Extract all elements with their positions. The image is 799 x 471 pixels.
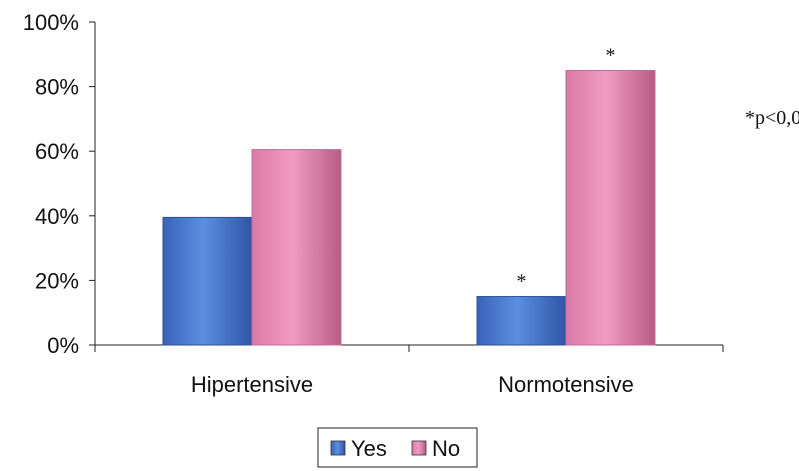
y-tick-label: 100% [23, 10, 79, 35]
bar-annotation: * [606, 44, 616, 66]
x-category-label: Normotensive [498, 372, 634, 397]
legend-swatch-yes [330, 440, 346, 456]
legend-label-no: No [432, 436, 460, 461]
significance-note: *p<0,05 [745, 107, 799, 129]
y-tick-label: 80% [35, 75, 79, 100]
y-tick-label: 60% [35, 139, 79, 164]
y-tick-label: 0% [47, 333, 79, 358]
bar-yes-normotensive [476, 296, 567, 346]
bar-annotation: * [517, 271, 527, 293]
legend: Yes No [317, 427, 478, 468]
bar-no-hipertensive [251, 149, 342, 346]
y-tick-label: 40% [35, 204, 79, 229]
bar-no-normotensive [565, 69, 656, 346]
y-tick-label: 20% [35, 268, 79, 293]
bar-yes-hipertensive [162, 216, 253, 346]
legend-swatch-no [411, 440, 427, 456]
legend-label-yes: Yes [351, 436, 387, 461]
x-category-label: Hipertensive [191, 372, 313, 397]
